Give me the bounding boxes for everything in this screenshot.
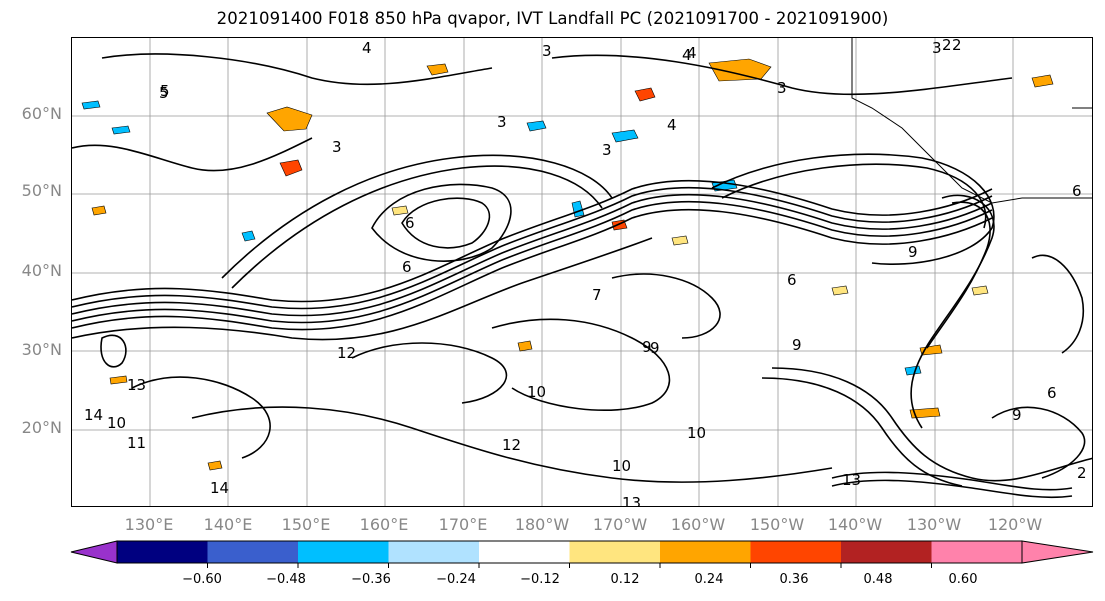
- contour-label: 7: [592, 286, 602, 304]
- contour-label: 9: [792, 336, 802, 354]
- colorbar-label: −0.48: [266, 572, 306, 587]
- contour-label: 2: [942, 38, 952, 54]
- colorbar-cell: [207, 541, 299, 563]
- contour-label: 14: [84, 406, 103, 424]
- lon-label-160e: 160°E: [359, 515, 409, 534]
- contour-label: 9: [642, 338, 652, 356]
- qvapor-contours: [72, 53, 1092, 499]
- contour-label: 4: [362, 39, 372, 57]
- contour-label: 2: [952, 38, 962, 54]
- colorbar-cell: [479, 541, 570, 563]
- graticule: [72, 38, 1092, 506]
- contour-label: 4: [667, 116, 677, 134]
- map-panel: 4 3 2 3 4 5 4 3 3 3 6 6 6 7 9 9 6 9 10 1…: [71, 37, 1093, 507]
- contour-label: 6: [402, 258, 412, 276]
- colorbar-label: −0.24: [436, 572, 476, 587]
- colorbar-cell: [660, 541, 751, 563]
- contour-label: 12: [337, 344, 356, 362]
- lat-label-50n: 50°N: [21, 181, 62, 200]
- lon-label-140e: 140°E: [203, 515, 253, 534]
- contour-label: 13: [127, 376, 146, 394]
- colorbar-cell: [841, 541, 932, 563]
- contour-label: 10: [107, 414, 126, 432]
- contour-label: 3: [332, 138, 342, 156]
- colorbar-cell: [388, 541, 480, 563]
- contour-label: 6: [1072, 182, 1082, 200]
- contour-label: 10: [687, 424, 706, 442]
- lon-label-180w: 180°W: [514, 515, 570, 534]
- colorbar-cell: [117, 541, 208, 563]
- contour-label: 4: [682, 46, 692, 64]
- lon-label-150e: 150°E: [281, 515, 331, 534]
- contour-label: 11: [127, 434, 146, 452]
- colorbar-cell: [298, 541, 389, 563]
- lon-label-170w: 170°W: [592, 515, 648, 534]
- colorbar-label: 0.60: [948, 572, 978, 587]
- colorbar-label: 0.36: [779, 572, 809, 587]
- colorbar-label: 0.24: [694, 572, 724, 587]
- lat-label-30n: 30°N: [21, 340, 62, 359]
- colorbar-cell: [569, 541, 661, 563]
- contour-label: 9: [908, 243, 918, 261]
- contour-label: 3: [602, 141, 612, 159]
- colorbar-label: −0.60: [182, 572, 222, 587]
- colorbar-label: 0.12: [610, 572, 640, 587]
- contour-label: 13: [842, 471, 861, 489]
- contour-label: 6: [787, 271, 797, 289]
- ivt-shading-patches: [81, 58, 1054, 471]
- contour-label: 10: [527, 383, 546, 401]
- lon-label-130e: 130°E: [124, 515, 174, 534]
- contour-label: 3: [932, 39, 942, 57]
- lon-label-130w: 130°W: [906, 515, 962, 534]
- map-canvas: 4 3 2 3 4 5 4 3 3 3 6 6 6 7 9 9 6 9 10 1…: [72, 38, 1092, 507]
- contour-label: 4: [687, 44, 697, 62]
- coastlines: [851, 38, 1092, 204]
- contour-label: 9: [650, 339, 660, 357]
- contour-label: 2: [1077, 464, 1087, 482]
- contour-label: 6: [405, 214, 415, 232]
- contour-label: 6: [1047, 384, 1057, 402]
- contour-label: 3: [777, 79, 787, 97]
- lat-label-20n: 20°N: [21, 418, 62, 437]
- colorbar-label: −0.12: [520, 572, 560, 587]
- colorbar-cell: [931, 541, 1023, 563]
- contour-label: 14: [210, 479, 229, 497]
- colorbar-label: −0.36: [351, 572, 391, 587]
- lon-label-120w: 120°W: [987, 515, 1043, 534]
- lon-label-170e: 170°E: [438, 515, 488, 534]
- lon-label-140w: 140°W: [827, 515, 883, 534]
- contour-label: 3: [542, 42, 552, 60]
- contour-label: 12: [502, 436, 521, 454]
- contour-label: 10: [612, 457, 631, 475]
- contour-label: 3: [497, 113, 507, 131]
- plot-title: 2021091400 F018 850 hPa qvapor, IVT Land…: [216, 9, 889, 28]
- colorbar-extend-high: [1021, 540, 1094, 564]
- colorbar-cell: [750, 541, 842, 563]
- contour-label: 5: [159, 84, 169, 102]
- contour-label: 5: [160, 82, 170, 100]
- lon-label-150w: 150°W: [749, 515, 805, 534]
- lon-label-160w: 160°W: [670, 515, 726, 534]
- contour-label: 13: [622, 494, 641, 507]
- contour-label: 9: [1012, 406, 1022, 424]
- colorbar-label: 0.48: [863, 572, 893, 587]
- colorbar-extend-low: [70, 540, 118, 564]
- lat-label-60n: 60°N: [21, 104, 62, 123]
- lat-label-40n: 40°N: [21, 261, 62, 280]
